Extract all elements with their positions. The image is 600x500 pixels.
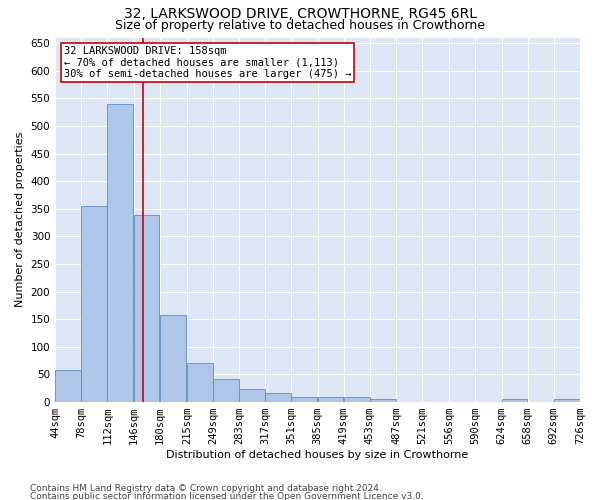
Bar <box>107 104 133 402</box>
Bar <box>502 400 527 402</box>
Bar <box>160 316 185 402</box>
Bar <box>317 397 343 402</box>
Bar <box>370 400 395 402</box>
Text: 32 LARKSWOOD DRIVE: 158sqm
← 70% of detached houses are smaller (1,113)
30% of s: 32 LARKSWOOD DRIVE: 158sqm ← 70% of deta… <box>64 46 351 79</box>
Text: Contains public sector information licensed under the Open Government Licence v3: Contains public sector information licen… <box>30 492 424 500</box>
X-axis label: Distribution of detached houses by size in Crowthorne: Distribution of detached houses by size … <box>166 450 469 460</box>
Bar <box>265 393 291 402</box>
Bar <box>55 370 81 402</box>
Bar <box>82 206 107 402</box>
Bar <box>554 400 580 402</box>
Bar <box>213 379 239 402</box>
Bar <box>239 389 265 402</box>
Text: Contains HM Land Registry data © Crown copyright and database right 2024.: Contains HM Land Registry data © Crown c… <box>30 484 382 493</box>
Bar <box>187 364 212 402</box>
Y-axis label: Number of detached properties: Number of detached properties <box>15 132 25 308</box>
Bar <box>344 397 370 402</box>
Text: Size of property relative to detached houses in Crowthorne: Size of property relative to detached ho… <box>115 19 485 32</box>
Text: 32, LARKSWOOD DRIVE, CROWTHORNE, RG45 6RL: 32, LARKSWOOD DRIVE, CROWTHORNE, RG45 6R… <box>124 8 476 22</box>
Bar <box>292 396 317 402</box>
Bar <box>134 216 160 402</box>
